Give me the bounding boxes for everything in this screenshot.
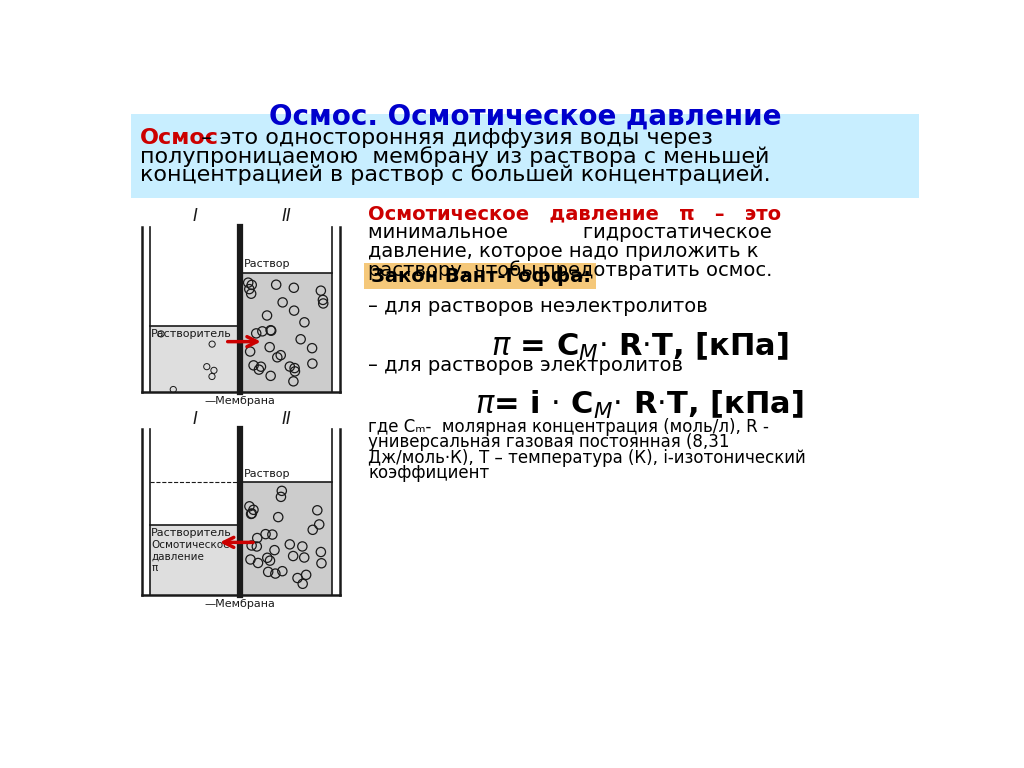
Text: Раствор: Раствор — [244, 468, 290, 478]
Text: Дж/моль·К), Т – температура (К), i-изотонический: Дж/моль·К), Т – температура (К), i-изото… — [369, 449, 806, 467]
Text: Раствор: Раствор — [244, 260, 290, 270]
Text: I: I — [193, 207, 198, 225]
Text: Растворитель: Растворитель — [152, 329, 232, 339]
Text: I: I — [193, 410, 198, 428]
Text: II: II — [282, 410, 291, 428]
Text: концентрацией в раствор с большей концентрацией.: концентрацией в раствор с большей концен… — [139, 164, 770, 185]
Text: где Сₘ-  молярная концентрация (моль/л), R -: где Сₘ- молярная концентрация (моль/л), … — [369, 418, 769, 436]
Text: – для растворов электролитов: – для растворов электролитов — [369, 356, 683, 376]
Text: Осмотическое   давление   π   –   это: Осмотическое давление π – это — [369, 204, 781, 223]
Text: II: II — [282, 207, 291, 225]
Text: давление, которое надо приложить к: давление, которое надо приложить к — [369, 242, 759, 260]
Polygon shape — [150, 525, 241, 595]
Text: Растворитель: Растворитель — [152, 528, 232, 538]
Text: Осмос: Осмос — [139, 127, 219, 147]
FancyBboxPatch shape — [365, 263, 596, 290]
Text: —Мембрана: —Мембрана — [205, 599, 275, 609]
Text: —Мембрана: —Мембрана — [205, 396, 275, 406]
FancyBboxPatch shape — [131, 114, 919, 198]
Text: $\pi$= i $\cdot$ C$_M$$\cdot$ R$\cdot$T, [кПа]: $\pi$= i $\cdot$ C$_M$$\cdot$ R$\cdot$T,… — [475, 389, 804, 422]
Text: Осмотическое
давление
π: Осмотическое давление π — [152, 540, 229, 573]
Text: минимальное            гидростатическое: минимальное гидростатическое — [369, 223, 772, 242]
Text: коэффициент: коэффициент — [369, 464, 489, 482]
Text: Закон Вант-Гоффа:: Закон Вант-Гоффа: — [372, 266, 591, 286]
Text: универсальная газовая постоянная (8,31: универсальная газовая постоянная (8,31 — [369, 433, 730, 452]
Polygon shape — [150, 326, 241, 392]
Text: полупроницаемою  мембрану из раствора с меньшей: полупроницаемою мембрану из раствора с м… — [139, 146, 769, 167]
Text: – это односторонняя диффузия воды через: – это односторонняя диффузия воды через — [194, 127, 713, 147]
Polygon shape — [241, 273, 332, 392]
Text: раствору, чтобы предотвратить осмос.: раствору, чтобы предотвратить осмос. — [369, 260, 773, 280]
Text: – для растворов неэлектролитов: – для растворов неэлектролитов — [369, 297, 708, 316]
Text: $\pi$ = C$_M$$\cdot$ R$\cdot$T, [кПа]: $\pi$ = C$_M$$\cdot$ R$\cdot$T, [кПа] — [490, 331, 788, 363]
Text: Осмос. Осмотическое давление: Осмос. Осмотическое давление — [268, 102, 781, 130]
Polygon shape — [241, 482, 332, 595]
